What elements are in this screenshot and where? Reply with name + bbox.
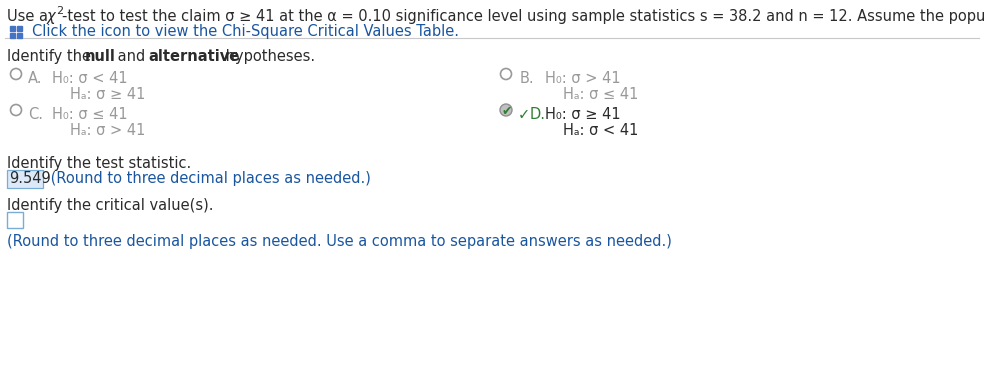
Bar [17,33,22,38]
Text: C.: C. [28,107,43,122]
Text: Hₐ: σ < 41: Hₐ: σ < 41 [563,123,639,138]
Text: 2: 2 [56,6,63,16]
Text: 9.549: 9.549 [9,171,51,186]
Text: Identify the critical value(s).: Identify the critical value(s). [7,198,214,213]
Text: H₀: σ > 41: H₀: σ > 41 [545,71,621,86]
Text: D.: D. [530,107,546,122]
Text: alternative: alternative [148,49,239,64]
Text: Hₐ: σ ≤ 41: Hₐ: σ ≤ 41 [563,87,639,102]
Text: Click the icon to view the Chi-Square Critical Values Table.: Click the icon to view the Chi-Square Cr… [32,24,459,39]
Text: -test to test the claim σ ≥ 41 at the α = 0.10 significance level using sample s: -test to test the claim σ ≥ 41 at the α … [62,9,984,24]
Text: null: null [85,49,116,64]
Text: ✓: ✓ [518,107,530,122]
Circle shape [500,104,512,116]
Text: (Round to three decimal places as needed.): (Round to three decimal places as needed… [46,171,371,186]
Text: Identify the test statistic.: Identify the test statistic. [7,156,191,171]
FancyBboxPatch shape [7,170,43,188]
Text: Hₐ: σ ≥ 41: Hₐ: σ ≥ 41 [70,87,146,102]
Bar [10,26,15,31]
Text: H₀: σ ≤ 41: H₀: σ ≤ 41 [52,107,128,122]
Text: hypotheses.: hypotheses. [221,49,315,64]
Text: H₀: σ ≥ 41: H₀: σ ≥ 41 [545,107,621,122]
Text: χ: χ [47,9,56,24]
FancyBboxPatch shape [7,212,23,228]
Text: H₀: σ < 41: H₀: σ < 41 [52,71,128,86]
Bar [10,33,15,38]
Text: and: and [113,49,150,64]
Bar [17,26,22,31]
Text: Identify the: Identify the [7,49,95,64]
Text: ✔: ✔ [502,105,513,118]
Text: Hₐ: σ > 41: Hₐ: σ > 41 [70,123,146,138]
Text: B.: B. [520,71,534,86]
Text: Use a: Use a [7,9,52,24]
Text: (Round to three decimal places as needed. Use a comma to separate answers as nee: (Round to three decimal places as needed… [7,234,672,249]
Text: A.: A. [28,71,42,86]
